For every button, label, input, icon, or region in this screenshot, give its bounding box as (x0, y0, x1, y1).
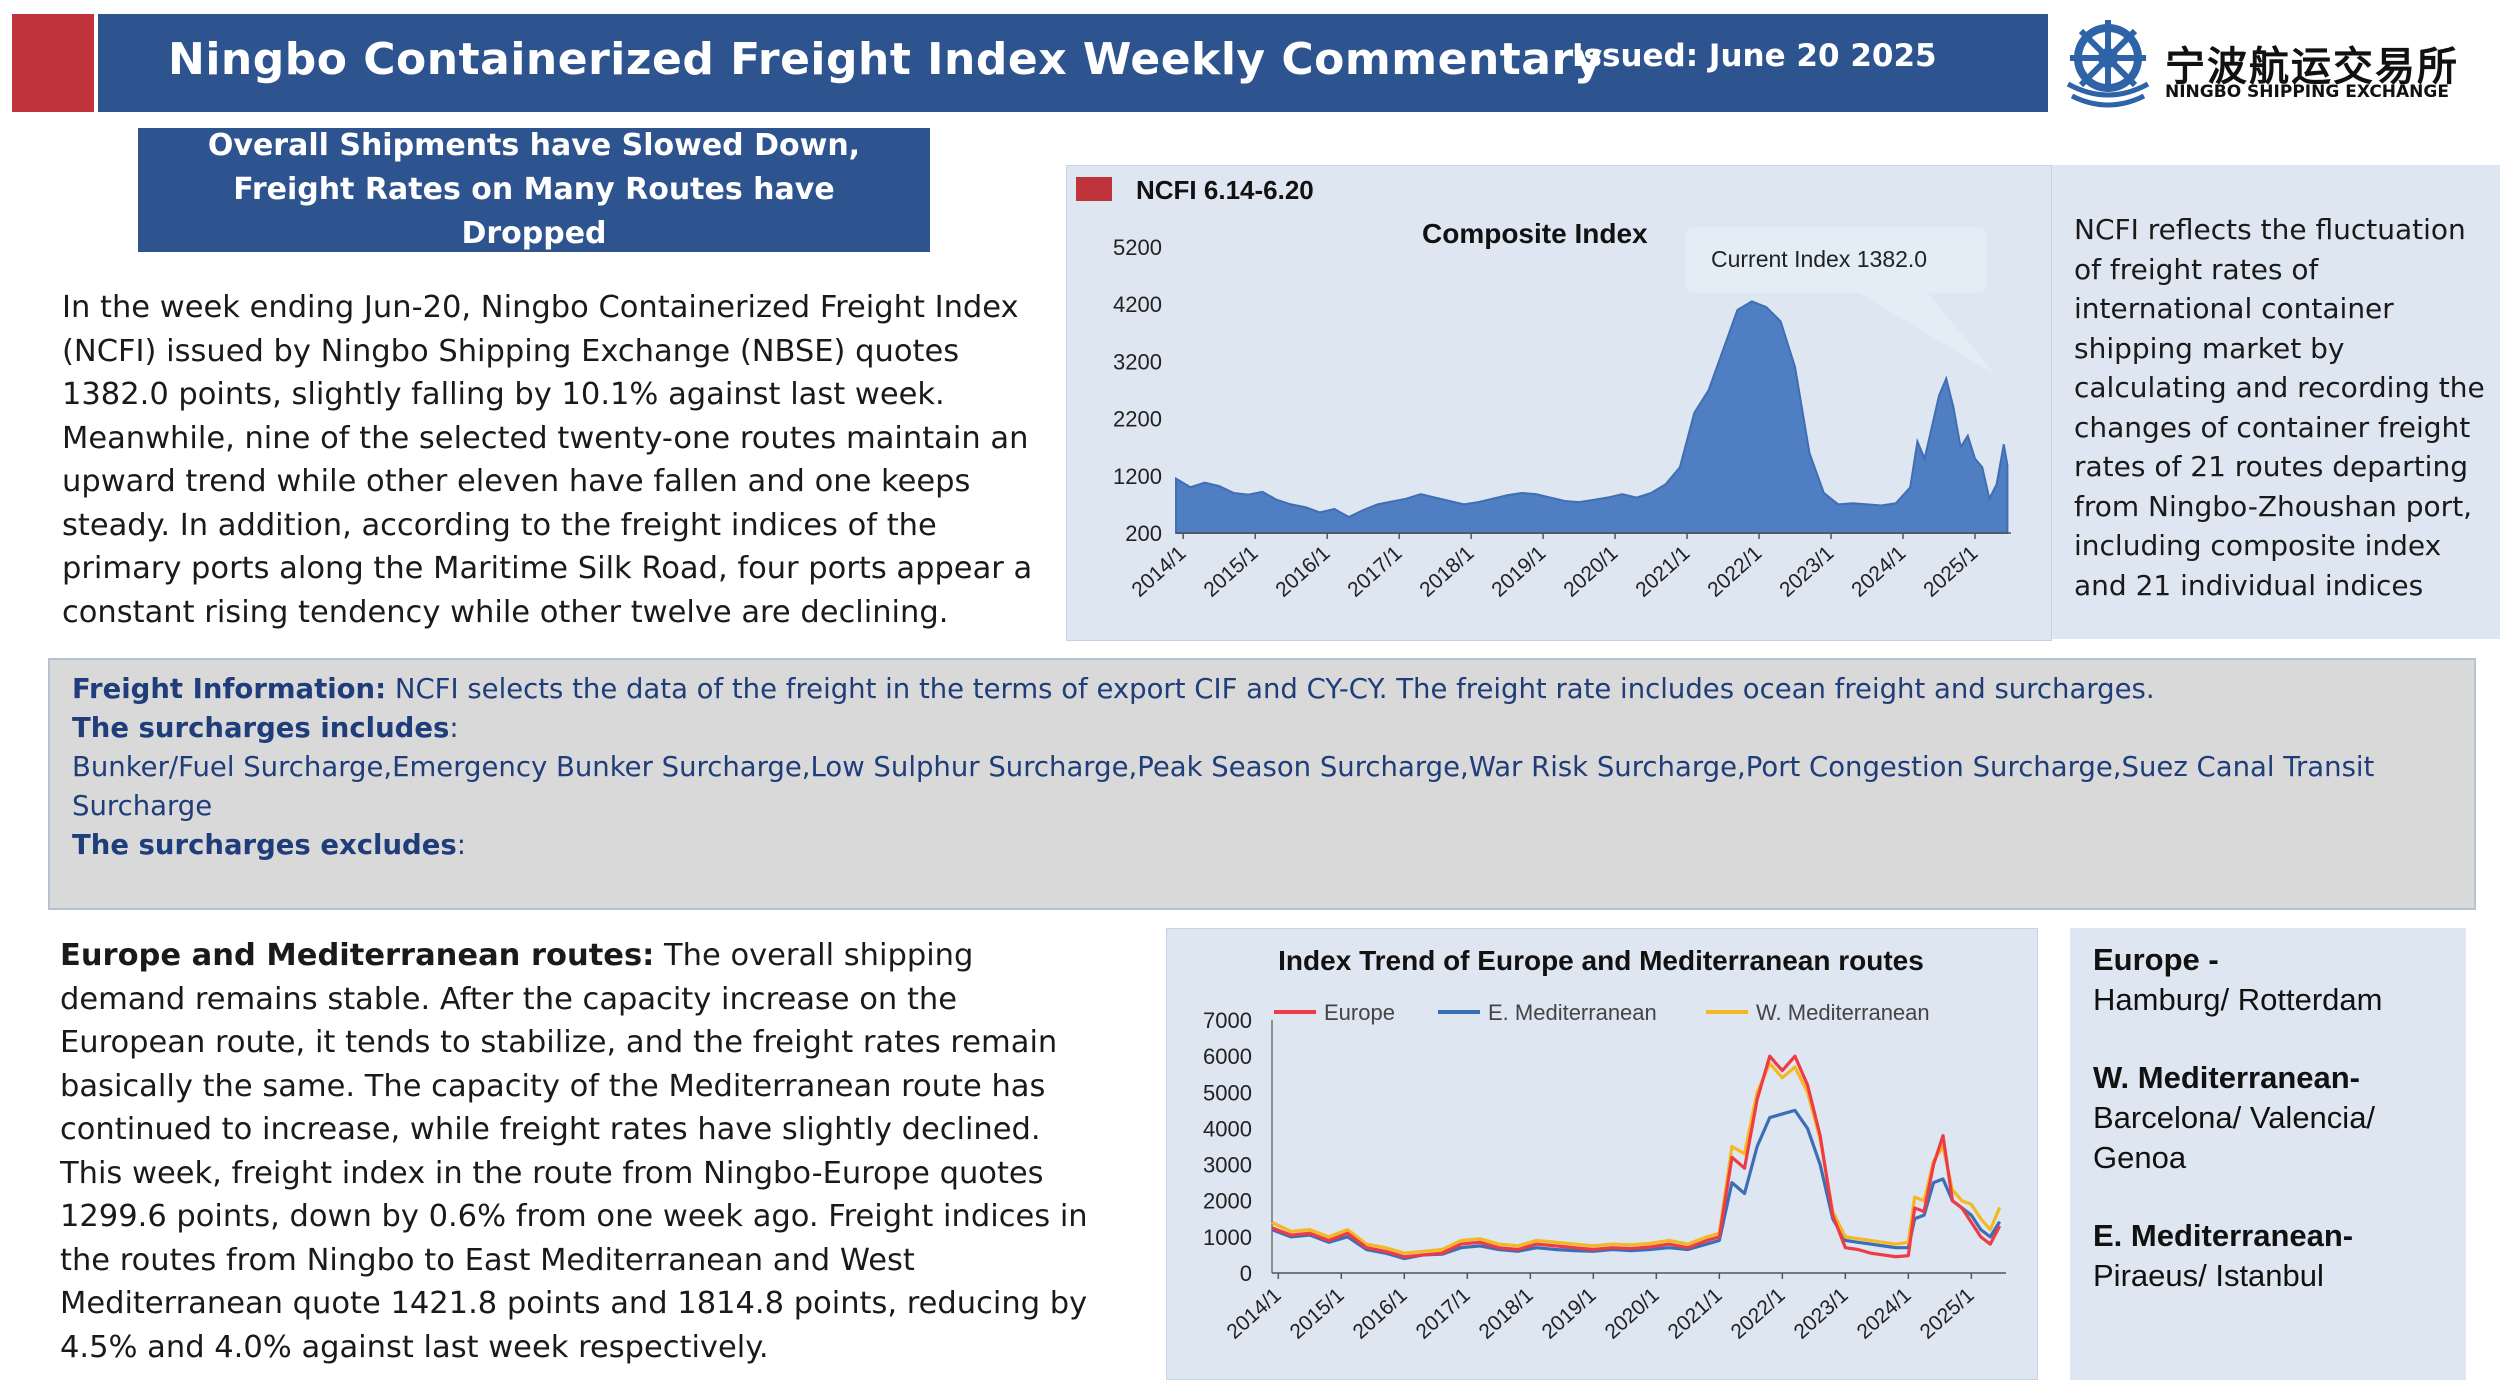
europe-chart-panel (1166, 928, 2038, 1380)
y-tick-label: 4200 (1113, 292, 1162, 317)
x-tick-label: 2015/1 (1286, 1284, 1349, 1344)
title-bar (98, 14, 2048, 112)
page-title: Ningbo Containerized Freight Index Weekl… (168, 34, 1603, 85)
headline-box: Overall Shipments have Slowed Down, Frei… (138, 128, 930, 252)
x-tick-label: 2020/1 (1601, 1284, 1664, 1344)
ncfi-area-series (1175, 300, 2009, 534)
legend-label: E. Mediterranean (1488, 1000, 1657, 1025)
y-tick-label: 1200 (1113, 464, 1162, 489)
surcharges-includes-line: The surcharges includes: (72, 709, 2452, 748)
y-tick-label: 0 (1240, 1261, 1252, 1286)
annotation-current-index: Current Index 1382.0 (1711, 246, 1927, 272)
legend-swatch-ncfi (1076, 177, 1112, 201)
freight-info-content: Freight Information: NCFI selects the da… (72, 670, 2452, 865)
x-tick-label: 2016/1 (1349, 1284, 1412, 1344)
surcharges-excludes-line: The surcharges excludes: (72, 826, 2452, 865)
europe-routes-paragraph: Europe and Mediterranean routes: The ove… (60, 934, 1090, 1369)
x-tick-label: 2023/1 (1775, 542, 1838, 602)
x-tick-label: 2020/1 (1559, 542, 1622, 602)
annotation-callout-box (1686, 227, 1986, 293)
x-tick-label: 2017/1 (1412, 1284, 1475, 1344)
y-tick-label: 3000 (1203, 1153, 1252, 1178)
europe-ports-heading: Europe - (2093, 942, 2219, 977)
y-tick-label: 200 (1125, 521, 1162, 546)
y-tick-label: 7000 (1203, 1008, 1252, 1033)
headline-text: Overall Shipments have Slowed Down, Frei… (207, 128, 861, 251)
legend-label: Europe (1324, 1000, 1395, 1025)
composite-index-chart: NCFI 6.14-6.20 Composite Index Current I… (1076, 175, 2011, 602)
freight-info-text: NCFI selects the data of the freight in … (386, 673, 2155, 705)
ship-wheel-logo-icon (2066, 20, 2150, 108)
x-tick-label: 2018/1 (1475, 1284, 1538, 1344)
surcharges-excludes-label: The surcharges excludes (72, 829, 457, 861)
annotation-callout-pointer (1856, 291, 1996, 375)
legend-label: W. Mediterranean (1756, 1000, 1930, 1025)
intro-paragraph: In the week ending Jun-20, Ningbo Contai… (62, 290, 1033, 630)
x-tick-label: 2022/1 (1703, 542, 1766, 602)
x-tick-label: 2025/1 (1916, 1284, 1979, 1344)
route-ports-list: Europe - Hamburg/ Rotterdam W. Mediterra… (2093, 940, 2463, 1296)
y-tick-label: 5200 (1113, 235, 1162, 260)
x-tick-label: 2022/1 (1727, 1284, 1790, 1344)
composite-description: NCFI reflects the fluctuation of freight… (2074, 213, 2485, 602)
issued-date: Issued: June 20 2025 (1572, 38, 1937, 74)
x-tick-label: 2021/1 (1664, 1284, 1727, 1344)
y-tick-label: 6000 (1203, 1044, 1252, 1069)
x-tick-label: 2016/1 (1271, 542, 1334, 602)
y-tick-label: 3200 (1113, 349, 1162, 374)
emed-ports: Piraeus/ Istanbul (2093, 1258, 2324, 1293)
freight-info-line: Freight Information: NCFI selects the da… (72, 670, 2452, 709)
composite-description-panel (2052, 165, 2500, 639)
y-tick-label: 4000 (1203, 1116, 1252, 1141)
header-accent-block (12, 14, 94, 112)
surcharges-includes-label: The surcharges includes (72, 712, 450, 744)
x-tick-label: 2019/1 (1487, 542, 1550, 602)
x-tick-label: 2023/1 (1790, 1284, 1853, 1344)
x-tick-label: 2018/1 (1415, 542, 1478, 602)
emed-ports-heading: E. Mediterranean- (2093, 1218, 2354, 1253)
y-tick-label: 1000 (1203, 1225, 1252, 1250)
legend-label-ncfi: NCFI 6.14-6.20 (1136, 175, 1314, 205)
europe-ports: Hamburg/ Rotterdam (2093, 982, 2383, 1017)
series-line-europe (1271, 1054, 2002, 1259)
y-tick-label: 5000 (1203, 1080, 1252, 1105)
x-tick-label: 2014/1 (1127, 542, 1190, 602)
logo-english-name: NINGBO SHIPPING EXCHANGE (2165, 82, 2449, 102)
europe-routes-lead: Europe and Mediterranean routes: (60, 938, 655, 973)
wmed-ports-line2: Genoa (2093, 1140, 2187, 1175)
composite-chart-title: Composite Index (1422, 218, 1648, 249)
freight-info-label: Freight Information: (72, 673, 387, 705)
europe-routes-text: The overall shipping demand remains stab… (60, 938, 1088, 1365)
wmed-ports-line1: Barcelona/ Valencia/ (2093, 1100, 2376, 1135)
x-tick-label: 2024/1 (1853, 1284, 1916, 1344)
wmed-ports-heading: W. Mediterranean- (2093, 1060, 2360, 1095)
x-tick-label: 2014/1 (1223, 1284, 1286, 1344)
freight-info-box (48, 658, 2476, 910)
x-tick-label: 2024/1 (1847, 542, 1910, 602)
y-tick-label: 2200 (1113, 407, 1162, 432)
europe-chart-title: Index Trend of Europe and Mediterranean … (1278, 945, 1924, 976)
route-ports-panel (2070, 928, 2466, 1380)
surcharges-includes-colon: : (449, 712, 459, 744)
series-line-w-mediterranean (1271, 1061, 2002, 1255)
europe-mediterranean-chart: Index Trend of Europe and Mediterranean … (1203, 945, 2006, 1344)
x-tick-label: 2017/1 (1343, 542, 1406, 602)
x-tick-label: 2019/1 (1538, 1284, 1601, 1344)
x-tick-label: 2021/1 (1631, 542, 1694, 602)
surcharges-includes-list: Bunker/Fuel Surcharge,Emergency Bunker S… (72, 751, 2375, 822)
logo-chinese-name: 宁波航运交易所 (2165, 44, 2459, 90)
x-tick-label: 2015/1 (1199, 542, 1262, 602)
x-tick-label: 2025/1 (1919, 542, 1982, 602)
y-tick-label: 2000 (1203, 1189, 1252, 1214)
series-line-e-mediterranean (1271, 1108, 2002, 1261)
surcharges-excludes-colon: : (456, 829, 467, 861)
